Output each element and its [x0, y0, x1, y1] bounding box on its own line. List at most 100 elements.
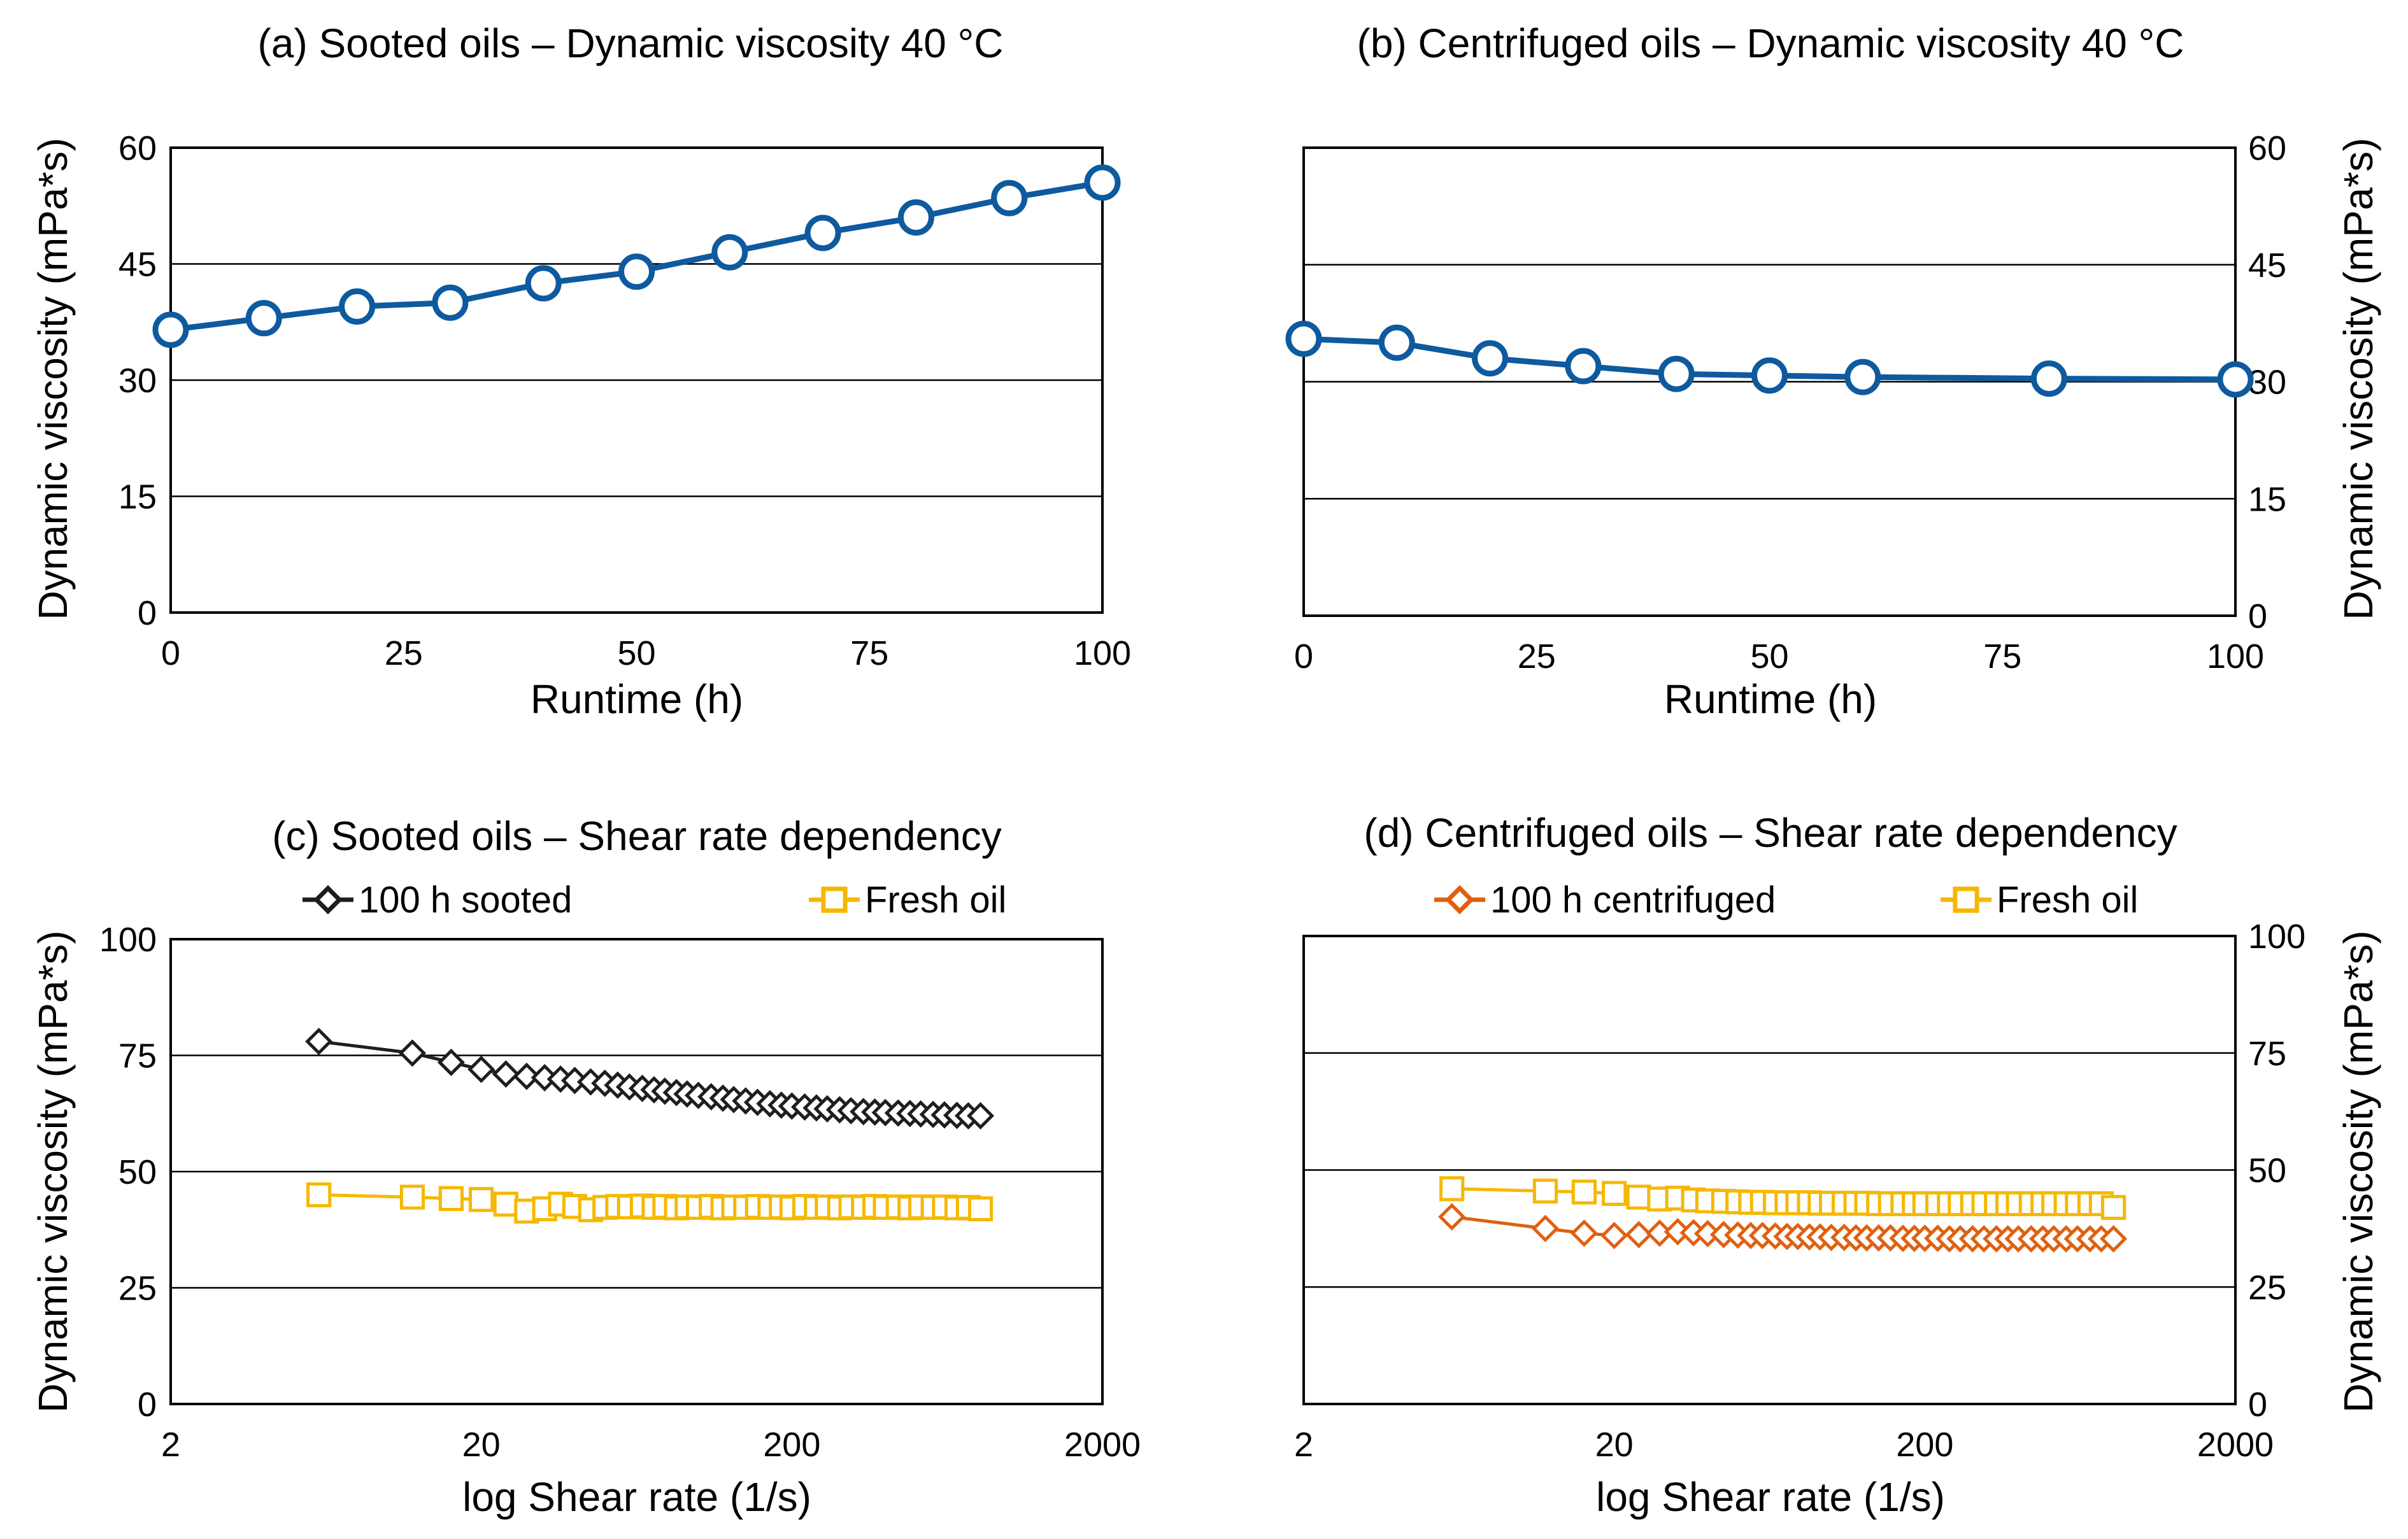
panel-a-y-tick-label: 15 [118, 478, 157, 516]
panel-b-y-tick-label: 60 [2248, 129, 2286, 167]
panel-c-point-fresh-oil [306, 1182, 332, 1208]
panel-d-y-tick-label: 25 [2248, 1268, 2286, 1307]
panel-b-y-tick-label: 0 [2248, 597, 2267, 635]
panel-b-point-centrifuged-oil [1472, 340, 1509, 377]
panel-a-point-sooted-oil [897, 199, 934, 236]
panel-c-y-ticks: 0 25 50 75 100 [99, 921, 157, 1424]
panel-d-y-ticks: 0 25 50 75 100 [2248, 918, 2305, 1424]
panel-a-point-sooted-oil [152, 311, 189, 348]
panel-a-point-sooted-oil [991, 180, 1028, 216]
panel-c-plot-area: 0 25 50 75 100 2 20 200 2000 [99, 921, 1141, 1464]
panel-c-point-fresh-oil [493, 1191, 518, 1217]
panel-c-gridlines [171, 1054, 1102, 1289]
panel-c-y-tick-label: 50 [118, 1153, 157, 1191]
panel-d-ylabel: Dynamic viscosity (mPa*s) [2335, 930, 2381, 1412]
panel-b-point-centrifuged-oil [1565, 348, 1602, 385]
panel-c-x-tick-label: 2000 [1064, 1426, 1141, 1464]
panel-b: (b) Centrifuged oils – Dynamic viscosity… [1285, 20, 2381, 722]
panel-a-point-sooted-oil [804, 215, 841, 252]
panel-d-legend-label: Fresh oil [1997, 879, 2138, 921]
panel-d-x-tick-label: 2 [1294, 1426, 1313, 1464]
panel-a-point-sooted-oil [432, 284, 469, 321]
panel-c-point-fresh-oil [399, 1184, 425, 1210]
panel-b-point-centrifuged-oil [1658, 355, 1695, 392]
panel-c-series [305, 1028, 995, 1224]
panel-a-xlabel: Runtime (h) [531, 676, 743, 722]
panel-b-series-centrifuged-oil [1285, 320, 2254, 398]
panel-a-y-tick-label: 30 [118, 362, 157, 400]
panel-b-x-tick-label: 100 [2207, 637, 2264, 676]
panel-c-point-100-h-sooted [967, 1102, 995, 1130]
panel-b-y-ticks: 0 15 30 45 60 [2248, 129, 2286, 635]
panel-b-point-centrifuged-oil [1378, 324, 1415, 361]
panel-c-point-100-h-sooted [305, 1028, 333, 1056]
panel-b-point-centrifuged-oil [1844, 358, 1881, 395]
panel-d-y-tick-label: 75 [2248, 1035, 2286, 1073]
panel-c-legend-marker [821, 886, 848, 913]
panel-c-point-fresh-oil [967, 1196, 994, 1222]
panel-b-x-tick-label: 50 [1750, 637, 1788, 676]
panel-b-plot-area: 0 15 30 45 60 0 25 50 75 100 [1285, 129, 2286, 676]
panel-d-x-tick-label: 20 [1595, 1426, 1634, 1464]
panel-a-x-tick-label: 25 [385, 634, 423, 672]
panel-c-x-ticks: 2 20 200 2000 [161, 1426, 1141, 1464]
panel-a-series [152, 164, 1121, 348]
panel-c-point-100-h-sooted [437, 1048, 465, 1076]
panel-d-legend-label: 100 h centrifuged [1490, 879, 1776, 921]
panel-d-point-fresh-oil [1439, 1176, 1465, 1202]
panel-c-legend-item-fresh-oil: Fresh oil [809, 879, 1006, 921]
panel-d-point-100-h-centrifuged [1531, 1214, 1560, 1242]
panel-d-x-tick-label: 200 [1896, 1426, 1953, 1464]
panel-d-point-fresh-oil [1571, 1179, 1597, 1205]
panel-a-y-tick-label: 0 [138, 594, 157, 632]
panel-b-point-centrifuged-oil [2217, 361, 2254, 398]
panel-a-title: (a) Sooted oils – Dynamic viscosity 40 °… [258, 20, 1004, 66]
panel-b-x-tick-label: 25 [1518, 637, 1556, 676]
panel-d: (d) Centrifuged oils – Shear rate depend… [1294, 810, 2381, 1520]
panel-d-title: (d) Centrifuged oils – Shear rate depend… [1364, 810, 2177, 856]
panel-c-x-tick-label: 20 [462, 1426, 501, 1464]
panel-d-point-fresh-oil [1626, 1184, 1651, 1210]
panel-a-series-sooted-oil [152, 164, 1121, 348]
panel-c-legend: 100 h sooted Fresh oil [303, 879, 1006, 921]
panel-d-series-100-h-centrifuged [1438, 1203, 2128, 1253]
panel-a-y-tick-label: 45 [118, 246, 157, 284]
panel-b-y-tick-label: 30 [2248, 364, 2286, 402]
panel-a-point-sooted-oil [339, 288, 376, 325]
panel-a-y-ticks: 0 15 30 45 60 [118, 129, 157, 632]
panel-c-point-100-h-sooted [492, 1060, 520, 1088]
panel-c-point-100-h-sooted [467, 1055, 495, 1083]
panel-c-legend-label: 100 h sooted [359, 879, 572, 921]
panel-b-title: (b) Centrifuged oils – Dynamic viscosity… [1357, 20, 2184, 66]
panel-b-point-centrifuged-oil [2030, 360, 2067, 397]
panel-d-point-fresh-oil [1532, 1178, 1558, 1204]
panel-a-point-sooted-oil [1084, 164, 1121, 201]
panel-c-legend-item-100-h-sooted: 100 h sooted [303, 879, 572, 921]
panel-a-plot-area: 0 15 30 45 60 0 25 50 75 100 [118, 129, 1131, 672]
panel-b-point-centrifuged-oil [1751, 357, 1788, 394]
panel-d-x-tick-label: 2000 [2197, 1426, 2274, 1464]
panel-d-point-100-h-centrifuged [1570, 1219, 1598, 1247]
panel-d-y-tick-label: 50 [2248, 1152, 2286, 1190]
panel-c-ylabel: Dynamic viscosity (mPa*s) [30, 930, 76, 1412]
panel-c-x-tick-label: 200 [763, 1426, 820, 1464]
panel-d-legend-item-100-h-centrifuged: 100 h centrifuged [1434, 879, 1776, 921]
panel-d-y-tick-label: 100 [2248, 918, 2305, 956]
panel-b-ylabel: Dynamic viscosity (mPa*s) [2335, 138, 2381, 620]
panel-c-y-tick-label: 75 [118, 1037, 157, 1075]
panel-d-legend-marker [1445, 885, 1474, 914]
panel-b-series [1285, 320, 2254, 398]
panel-b-xlabel: Runtime (h) [1664, 676, 1877, 722]
panel-d-legend-marker [1953, 886, 1979, 913]
panel-d-point-100-h-centrifuged [1438, 1203, 1466, 1231]
panel-c-series-fresh-oil [306, 1182, 994, 1224]
panel-d-point-100-h-centrifuged [1600, 1221, 1628, 1249]
panel-d-series [1438, 1176, 2128, 1253]
panel-d-xlabel: log Shear rate (1/s) [1596, 1474, 1945, 1520]
panel-a-x-tick-label: 50 [617, 634, 655, 672]
panel-c-point-100-h-sooted [398, 1039, 427, 1067]
panel-d-y-tick-label: 0 [2248, 1386, 2267, 1424]
panel-a-point-sooted-oil [711, 234, 748, 271]
panel-d-series-fresh-oil [1439, 1176, 2127, 1220]
